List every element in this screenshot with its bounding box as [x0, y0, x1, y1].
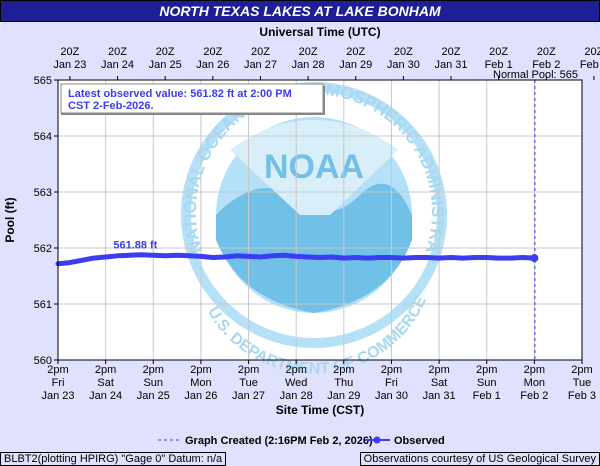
x-tick-label: 2pm	[47, 364, 68, 376]
x-tick-label: 2pm	[143, 364, 164, 376]
x-tick-label: 2pm	[190, 364, 211, 376]
x-tick-label: Jan 28	[280, 390, 313, 402]
x-tick-label: Fri	[385, 377, 398, 389]
plot-frame	[57, 79, 583, 361]
x2-tick-label: Feb 2	[532, 59, 560, 71]
y-tick-label: 561	[34, 299, 52, 311]
x-axis-label: Site Time (CST)	[276, 403, 364, 417]
x-tick-label: Jan 29	[327, 390, 360, 402]
legend-observed-label: Observed	[394, 435, 445, 447]
x-tick-label: 2pm	[381, 364, 402, 376]
x-tick-label: Jan 30	[375, 390, 408, 402]
x-tick-label: Tue	[573, 377, 592, 389]
x-tick-label: Sun	[143, 377, 163, 389]
logo-bird	[230, 120, 398, 215]
x2-tick-label: Jan 29	[339, 59, 372, 71]
normal-pool-label: Normal Pool: 565	[493, 69, 578, 81]
latest-value-line2: CST 2-Feb-2026.	[68, 100, 154, 112]
y-tick-label: 560	[34, 355, 52, 367]
y-tick-label: 564	[34, 131, 52, 143]
legend-created-label: Graph Created (2:16PM Feb 2, 2026)	[185, 435, 373, 447]
latest-value-line1: Latest observed value: 561.82 ft at 2:00…	[68, 88, 292, 100]
footer-credit: Observations courtesy of US Geological S…	[359, 452, 600, 466]
x2-tick-label: 20Z	[203, 46, 222, 58]
x-tick-label: Fri	[52, 377, 65, 389]
observed-series	[55, 252, 539, 267]
x-tick-label: 2pm	[571, 364, 592, 376]
x-tick-label: Jan 26	[184, 390, 217, 402]
x2-tick-label: Feb 3	[580, 59, 600, 71]
x2-tick-label: Jan 28	[292, 59, 325, 71]
x2-tick-label: 20Z	[108, 46, 127, 58]
x2-tick-label: 20Z	[489, 46, 508, 58]
x-tick-label: Mon	[190, 377, 211, 389]
legend: Graph Created (2:16PM Feb 2, 2026) Obser…	[158, 435, 445, 447]
x2-tick-label: Jan 26	[196, 59, 229, 71]
x2-tick-label: 20Z	[394, 46, 413, 58]
peak-value-label: 561.88 ft	[113, 240, 157, 252]
x-tick-label: Jan 23	[41, 390, 74, 402]
x-tick-label: Feb 1	[473, 390, 501, 402]
x2-tick-label: Feb 1	[485, 59, 513, 71]
x-tick-label: 2pm	[428, 364, 449, 376]
x-tick-label: Wed	[285, 377, 307, 389]
x2-tick-label: Jan 31	[434, 59, 467, 71]
x2-tick-label: 20Z	[442, 46, 461, 58]
y-tick-label: 565	[34, 75, 52, 87]
x2-tick-label: 20Z	[346, 46, 365, 58]
footer-datum: BLBT2(plotting HPIRG) "Gage 0" Datum: n/…	[0, 452, 227, 466]
x-tick-label: 2pm	[524, 364, 545, 376]
observed-line	[55, 252, 537, 267]
x2-tick-label: 20Z	[156, 46, 175, 58]
x-tick-label: Jan 27	[232, 390, 265, 402]
y-axis-label: Pool (ft)	[3, 197, 17, 242]
x2-axis-label: Universal Time (UTC)	[259, 25, 380, 39]
x-tick-label: 2pm	[95, 364, 116, 376]
x2-tick-label: Jan 25	[149, 59, 182, 71]
x2-tick-label: 20Z	[251, 46, 270, 58]
y-tick-label: 563	[34, 187, 52, 199]
x-tick-label: Sat	[97, 377, 114, 389]
x2-tick-label: Jan 30	[387, 59, 420, 71]
x-tick-label: Feb 3	[568, 390, 596, 402]
x2-tick-label: 20Z	[537, 46, 556, 58]
x2-tick-label: Jan 24	[101, 59, 134, 71]
x-tick-label: Sat	[431, 377, 448, 389]
x2-tick-label: 20Z	[299, 46, 318, 58]
x-tick-label: Jan 25	[137, 390, 170, 402]
x-tick-label: Jan 31	[423, 390, 456, 402]
x2-tick-label: 20Z	[60, 46, 79, 58]
x2-tick-label: Jan 23	[53, 59, 86, 71]
logo-text: NOAA	[264, 148, 364, 186]
chart-title: NORTH TEXAS LAKES AT LAKE BONHAM	[0, 0, 600, 22]
x-tick-label: Mon	[524, 377, 545, 389]
x-tick-label: 2pm	[333, 364, 354, 376]
latest-value-box	[60, 83, 324, 114]
x-tick-label: Feb 2	[520, 390, 548, 402]
x-tick-label: 2pm	[285, 364, 306, 376]
y-tick-label: 562	[34, 243, 52, 255]
x2-tick-label: 20Z	[584, 46, 600, 58]
x-tick-label: Sun	[477, 377, 497, 389]
y-axis: 560 561 562 563 564 565	[34, 75, 58, 367]
x-tick-label: Tue	[239, 377, 258, 389]
x2-tick-label: Jan 27	[244, 59, 277, 71]
x-tick-label: 2pm	[476, 364, 497, 376]
latest-point	[530, 254, 539, 263]
x-tick-label: Jan 24	[89, 390, 122, 402]
x-tick-label: 2pm	[238, 364, 259, 376]
x-tick-label: Thu	[334, 377, 353, 389]
